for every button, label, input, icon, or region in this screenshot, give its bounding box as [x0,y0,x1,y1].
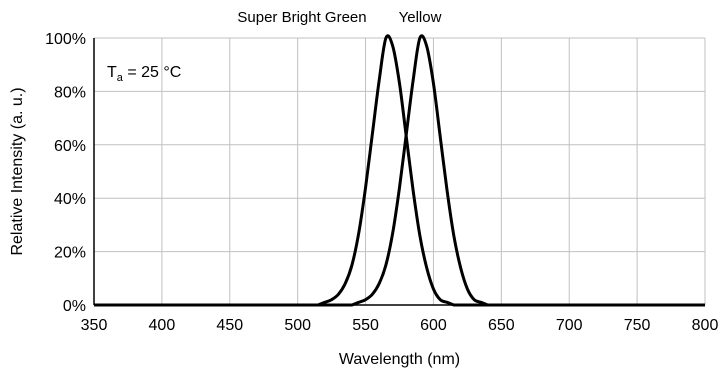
x-tick-label: 450 [216,317,243,334]
x-tick-label: 600 [420,317,447,334]
x-tick-label: 500 [284,317,311,334]
series-labels: Super Bright Green Yellow [237,9,441,26]
x-tick-label: 350 [81,317,108,334]
y-tick-label: 80% [54,84,86,101]
x-tick-label: 700 [556,317,583,334]
series-name-label: Super Bright Green [237,9,366,26]
y-tick-label: 40% [54,191,86,208]
annotation-rest: = 25 °C [123,64,181,81]
annotation-main: T [107,64,117,81]
x-axis-label: Wavelength (nm) [339,351,460,368]
x-tick-labels: 350 400 450 500 550 600 650 700 750 800 [81,317,719,334]
x-tick-label: 650 [488,317,515,334]
series-line-super-bright-green [94,34,705,307]
x-tick-label: 750 [624,317,651,334]
x-tick-label: 400 [149,317,176,334]
y-tick-labels: 0% 20% 40% 60% 80% 100% [45,31,86,315]
series-layer [94,34,705,307]
y-tick-label: 60% [54,138,86,155]
x-tick-label: 550 [352,317,379,334]
annotation-subscript: a [117,72,124,84]
y-tick-label: 0% [63,298,86,315]
series-name-label: Yellow [399,9,442,26]
y-axis-label: Relative Intensity (a. u.) [9,87,26,255]
series-line-yellow [94,34,705,307]
y-tick-label: 100% [45,31,86,48]
x-tick-label: 800 [692,317,719,334]
y-tick-label: 20% [54,245,86,262]
temperature-annotation: Ta = 25 °C [107,64,181,84]
